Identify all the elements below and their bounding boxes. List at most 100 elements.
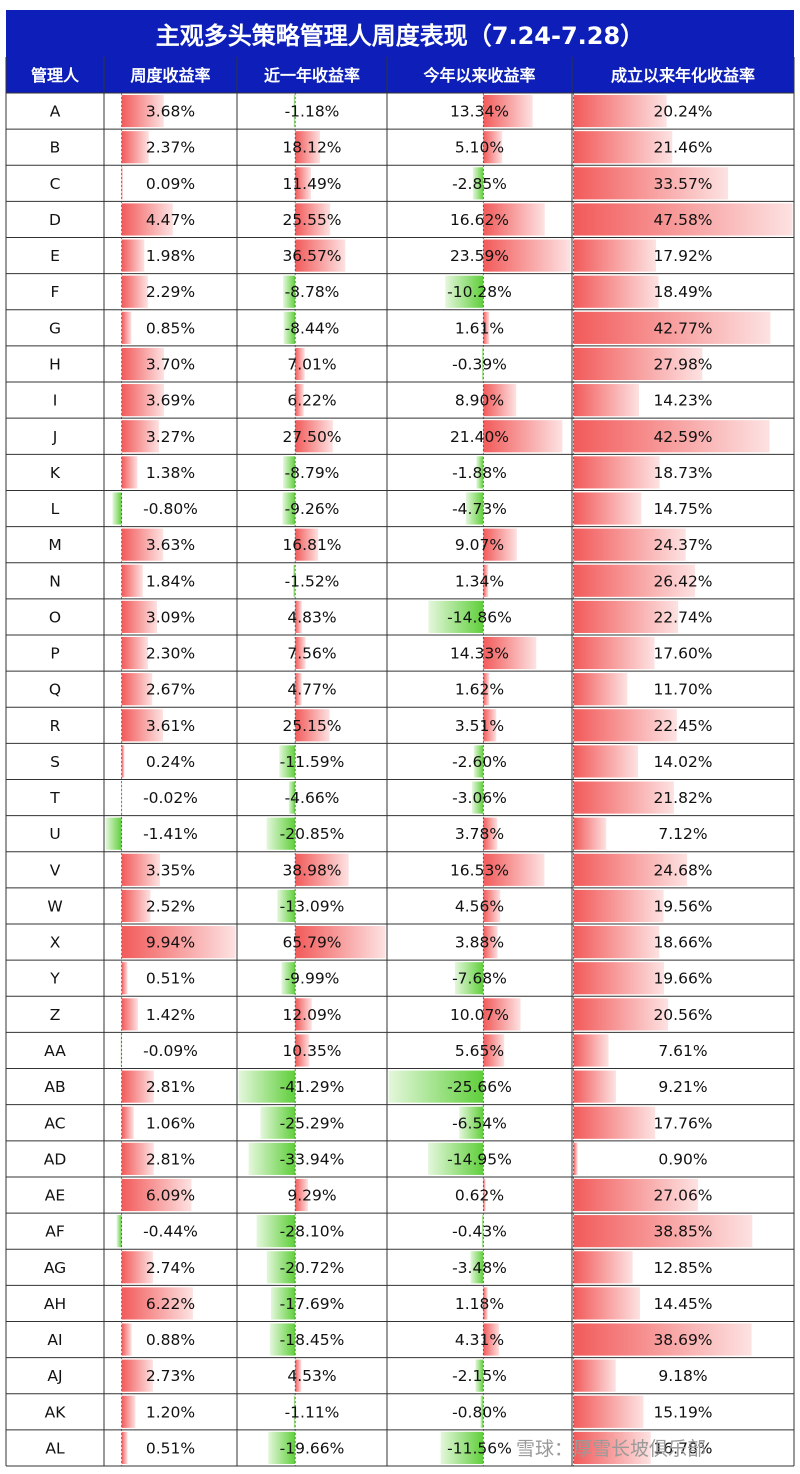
value-label: -19.66% bbox=[280, 1439, 345, 1457]
value-label: -1.52% bbox=[285, 572, 340, 590]
value-label: 11.49% bbox=[282, 175, 341, 193]
manager-name: AJ bbox=[47, 1367, 62, 1385]
data-bar bbox=[573, 1034, 609, 1067]
value-label: 2.74% bbox=[146, 1259, 195, 1277]
value-label: 0.51% bbox=[146, 1439, 195, 1457]
manager-name: AA bbox=[44, 1042, 66, 1060]
data-bar bbox=[465, 492, 484, 525]
manager-name: C bbox=[50, 175, 61, 193]
value-label: 2.37% bbox=[146, 139, 195, 157]
data-bar bbox=[483, 131, 503, 164]
data-bar bbox=[270, 1287, 296, 1320]
data-bar bbox=[260, 1106, 296, 1139]
data-bar bbox=[282, 492, 296, 525]
data-bar bbox=[295, 673, 302, 706]
data-bar bbox=[483, 239, 571, 272]
data-bar bbox=[573, 1178, 699, 1212]
manager-name: AH bbox=[44, 1295, 66, 1313]
value-label: 20.56% bbox=[653, 1006, 712, 1024]
data-bar bbox=[288, 781, 296, 814]
value-label: 0.90% bbox=[658, 1150, 707, 1168]
data-bar bbox=[483, 564, 489, 597]
value-label: 27.06% bbox=[653, 1187, 712, 1205]
data-bar bbox=[295, 926, 386, 959]
data-bar bbox=[573, 420, 770, 453]
value-label: 11.70% bbox=[653, 681, 712, 699]
manager-name: Y bbox=[49, 970, 60, 988]
data-bar bbox=[121, 311, 132, 344]
data-bar bbox=[573, 889, 664, 923]
value-label: 4.31% bbox=[455, 1331, 504, 1349]
value-label: 7.01% bbox=[287, 355, 336, 373]
data-bar bbox=[121, 384, 164, 417]
value-label: -18.45% bbox=[280, 1331, 345, 1349]
value-label: 16.78% bbox=[653, 1439, 712, 1457]
value-label: 2.67% bbox=[146, 681, 195, 699]
value-label: 4.77% bbox=[287, 681, 336, 699]
value-label: 16.81% bbox=[282, 536, 341, 554]
data-bar bbox=[573, 1323, 752, 1356]
value-label: -11.56% bbox=[447, 1439, 512, 1457]
manager-name: L bbox=[51, 500, 60, 518]
value-label: -25.29% bbox=[280, 1114, 345, 1132]
value-label: 38.98% bbox=[282, 861, 341, 879]
data-bar bbox=[121, 636, 148, 670]
value-label: -41.29% bbox=[280, 1078, 345, 1096]
value-label: -2.15% bbox=[452, 1367, 507, 1385]
data-bar bbox=[483, 1323, 500, 1356]
value-label: 19.66% bbox=[653, 970, 712, 988]
data-bar bbox=[573, 564, 696, 597]
data-bar bbox=[454, 962, 484, 995]
value-label: 14.75% bbox=[653, 500, 712, 518]
data-bar bbox=[573, 745, 639, 778]
column-header: 管理人 bbox=[31, 66, 80, 85]
value-label: 21.82% bbox=[653, 789, 712, 807]
manager-name: AC bbox=[44, 1114, 65, 1132]
manager-name: A bbox=[50, 103, 61, 121]
data-bar bbox=[283, 456, 296, 489]
data-bar bbox=[470, 1251, 484, 1284]
value-label: 1.34% bbox=[455, 572, 504, 590]
manager-name: F bbox=[51, 283, 60, 301]
value-label: 47.58% bbox=[653, 211, 712, 229]
value-label: -0.02% bbox=[143, 789, 198, 807]
value-label: -3.48% bbox=[452, 1259, 507, 1277]
value-label: 2.30% bbox=[146, 645, 195, 663]
table-header bbox=[6, 57, 794, 93]
data-bar bbox=[112, 492, 122, 525]
value-label: 9.21% bbox=[658, 1078, 707, 1096]
data-bar bbox=[295, 1359, 302, 1392]
value-label: -14.86% bbox=[447, 608, 512, 626]
data-bar bbox=[573, 1106, 656, 1139]
value-label: 3.88% bbox=[455, 934, 504, 952]
value-label: 42.59% bbox=[653, 428, 712, 446]
value-label: 1.61% bbox=[455, 319, 504, 337]
value-label: -1.88% bbox=[452, 464, 507, 482]
value-label: -0.80% bbox=[143, 500, 198, 518]
data-bar bbox=[573, 203, 793, 236]
data-bar bbox=[248, 1142, 296, 1175]
value-label: 15.19% bbox=[653, 1403, 712, 1421]
data-bar bbox=[428, 1142, 484, 1175]
value-label: 27.50% bbox=[282, 428, 341, 446]
manager-name: R bbox=[50, 717, 61, 735]
data-bar bbox=[295, 131, 321, 164]
data-bar bbox=[573, 492, 642, 525]
manager-name: AG bbox=[44, 1259, 66, 1277]
data-bar bbox=[483, 1178, 486, 1212]
data-bar bbox=[459, 1106, 484, 1139]
data-bar bbox=[472, 781, 484, 814]
value-label: 1.20% bbox=[146, 1403, 195, 1421]
value-label: 0.51% bbox=[146, 970, 195, 988]
value-label: 17.92% bbox=[653, 247, 712, 265]
value-label: 7.56% bbox=[287, 645, 336, 663]
value-label: 22.74% bbox=[653, 608, 712, 626]
value-label: 3.70% bbox=[146, 355, 195, 373]
value-label: -8.79% bbox=[285, 464, 340, 482]
value-label: 14.33% bbox=[450, 645, 509, 663]
value-label: 6.09% bbox=[146, 1187, 195, 1205]
data-bar bbox=[283, 275, 296, 308]
data-bar bbox=[475, 1359, 484, 1392]
data-bar bbox=[573, 636, 655, 670]
manager-name: Q bbox=[49, 681, 61, 699]
